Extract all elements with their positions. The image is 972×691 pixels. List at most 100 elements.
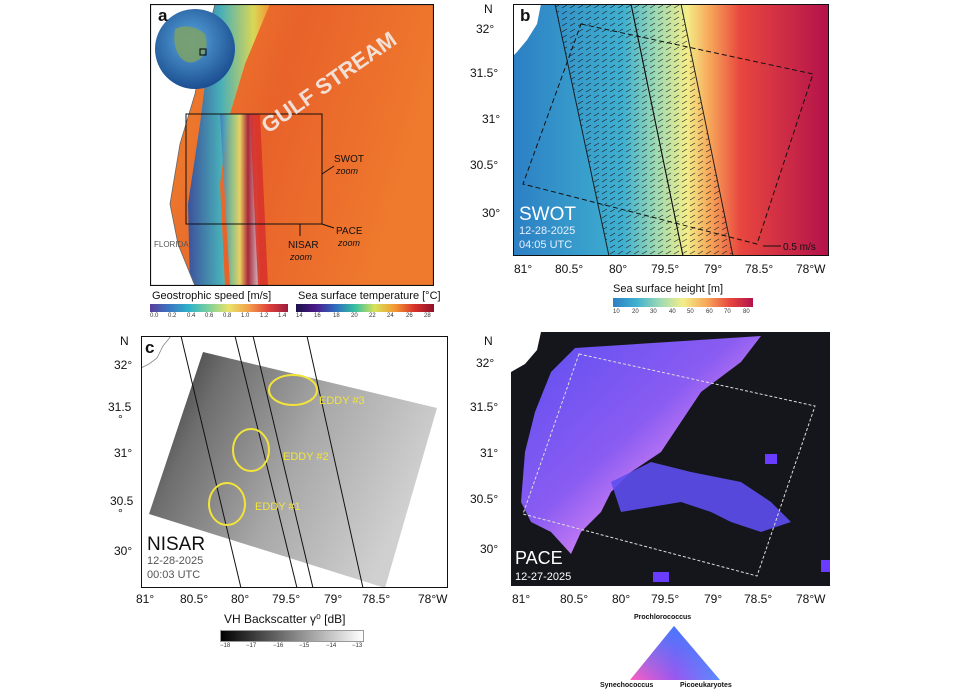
d-lon-tick-4: 79° xyxy=(704,592,723,606)
florida-label: FLORIDA xyxy=(154,240,189,249)
speed-tick-2: 0.4 xyxy=(187,313,196,319)
panel-c-coastline xyxy=(140,335,172,369)
d-lat-tick-4: 30° xyxy=(480,542,499,556)
d-lat-tick-0: 32° xyxy=(476,356,495,370)
speed-colorbar-ticks: 0.0 0.2 0.4 0.6 0.8 1.0 1.2 1.4 xyxy=(150,313,288,321)
b-lat-tick-0: 32° xyxy=(476,22,495,36)
panel-a: GULF STREAM FLORIDA SWOT zoom PACE zoom … xyxy=(149,3,435,287)
ternary-label-left: Synechococcus xyxy=(600,682,654,689)
c-lon-tick-4: 79° xyxy=(324,592,343,606)
panel-b-north: N xyxy=(484,2,493,16)
panel-c-date: 12-28-2025 xyxy=(147,555,203,567)
panel-c: EDDY #3 EDDY #2 EDDY #1 NISAR 12-28-2025… xyxy=(140,335,448,589)
ternary-label-top: Prochlorococcus xyxy=(634,614,692,621)
b-lon-tick-2: 80° xyxy=(609,262,628,276)
eddy-1-label: EDDY #1 xyxy=(255,501,301,513)
sst-tick-1: 16 xyxy=(314,313,321,319)
c-lat-tick-5: ° xyxy=(118,506,123,520)
speed-colorbar-title: Geostrophic speed [m/s] xyxy=(152,290,272,302)
eddy-1-ellipse xyxy=(208,482,246,526)
nisar-zoom-label: NISAR xyxy=(288,240,319,251)
nisar-scene xyxy=(149,352,437,588)
panel-c-letter: c xyxy=(145,338,155,357)
ternary-label-right: Picoeukaryotes xyxy=(680,682,732,689)
b-lon-tick-4: 79° xyxy=(704,262,723,276)
nisar-zoom-sub: zoom xyxy=(289,252,313,262)
d-lat-tick-1: 31.5° xyxy=(470,400,499,414)
ssh-tick-3: 40 xyxy=(669,309,676,315)
globe-zoom-box xyxy=(199,48,207,56)
eddy-3-ellipse xyxy=(268,374,318,406)
velocity-scale-label: 0.5 m/s xyxy=(783,242,816,253)
sar-tick-2: −16 xyxy=(273,643,284,649)
b-lon-tick-1: 80.5° xyxy=(555,262,584,276)
pace-speck-1 xyxy=(765,454,777,464)
speed-tick-4: 0.8 xyxy=(223,313,232,319)
globe-land xyxy=(174,26,207,63)
ssh-tick-6: 70 xyxy=(724,309,731,315)
sst-tick-2: 18 xyxy=(333,313,340,319)
panel-d-title: PACE xyxy=(515,548,563,568)
b-lon-tick-5: 78.5° xyxy=(745,262,774,276)
sar-tick-1: −17 xyxy=(246,643,257,649)
b-lon-tick-6: 78°W xyxy=(796,262,826,276)
panel-b-date: 12-28-2025 xyxy=(519,225,575,237)
ssh-colorbar-ticks: 10 20 30 40 50 60 70 80 xyxy=(613,309,753,317)
ssh-colorbar-bar xyxy=(613,298,753,307)
sst-tick-7: 28 xyxy=(424,313,431,319)
sst-tick-5: 24 xyxy=(387,313,394,319)
speed-tick-6: 1.2 xyxy=(260,313,269,319)
sar-tick-5: −13 xyxy=(352,643,363,649)
b-lat-tick-4: 30° xyxy=(482,206,501,220)
pace-speck-2 xyxy=(653,572,669,582)
speed-tick-7: 1.4 xyxy=(278,313,287,319)
d-lon-tick-6: 78°W xyxy=(796,592,826,606)
panel-d-date: 12-27-2025 xyxy=(515,571,571,583)
ssh-tick-1: 20 xyxy=(632,309,639,315)
pace-zoom-label: PACE xyxy=(336,226,363,237)
d-lon-tick-1: 80.5° xyxy=(560,592,589,606)
panel-c-title: NISAR xyxy=(147,534,205,555)
sst-colorbar-ticks: 14 16 18 20 22 24 26 28 xyxy=(296,313,434,321)
swot-arrow xyxy=(321,165,335,175)
sst-tick-6: 26 xyxy=(406,313,413,319)
pace-zoom-sub: zoom xyxy=(337,238,361,248)
ssh-tick-0: 10 xyxy=(613,309,620,315)
panel-b-map: 0.5 m/s SWOT 12-28-2025 04:05 UTC xyxy=(513,3,829,257)
c-lat-tick-6: 30° xyxy=(114,544,133,558)
c-lon-tick-5: 78.5° xyxy=(362,592,391,606)
b-lat-tick-1: 31.5° xyxy=(470,66,499,80)
sst-colorbar-title: Sea surface temperature [°C] xyxy=(298,290,441,302)
pace-arrow xyxy=(321,223,335,229)
swot-zoom-label: SWOT xyxy=(334,154,364,165)
pace-offshore-patch xyxy=(611,462,791,532)
sst-tick-4: 22 xyxy=(369,313,376,319)
ssh-tick-4: 50 xyxy=(687,309,694,315)
sar-tick-3: −15 xyxy=(299,643,310,649)
sar-colorbar-ticks: −18 −17 −16 −15 −14 −13 xyxy=(220,643,362,651)
c-lat-tick-0: 32° xyxy=(114,358,133,372)
panel-c-map: EDDY #3 EDDY #2 EDDY #1 NISAR 12-28-2025… xyxy=(140,335,448,589)
panel-a-swath xyxy=(220,114,260,286)
panel-d-land xyxy=(511,332,541,372)
panel-b-time: 04:05 UTC xyxy=(519,239,572,251)
b-lat-tick-2: 31° xyxy=(482,112,501,126)
speed-tick-3: 0.6 xyxy=(205,313,214,319)
b-lon-tick-0: 81° xyxy=(514,262,533,276)
c-lon-tick-2: 80° xyxy=(231,592,250,606)
c-lat-tick-3: 31° xyxy=(114,446,133,460)
sst-colorbar: Sea surface temperature [°C] 14 16 18 20 22 2… xyxy=(296,290,441,321)
ssh-colorbar-title: Sea surface height [m] xyxy=(613,283,724,295)
c-lat-tick-2: ° xyxy=(118,412,123,426)
panel-c-north: N xyxy=(120,334,129,348)
panel-b-title: SWOT xyxy=(519,204,576,225)
ternary-triangle xyxy=(630,626,720,680)
panel-d-north: N xyxy=(484,334,493,348)
sst-tick-0: 14 xyxy=(296,313,303,319)
ssh-colorbar: Sea surface height [m] 10 20 30 40 50 60 70 80 xyxy=(613,283,753,317)
sar-colorbar-title: VH Backscatter γ⁰ [dB] xyxy=(224,612,346,626)
panel-a-map: GULF STREAM FLORIDA SWOT zoom PACE zoom … xyxy=(149,3,435,287)
eddy-2-label: EDDY #2 xyxy=(283,451,329,463)
nisar-swath-line-4 xyxy=(306,335,364,589)
panel-d: PACE 12-27-2025 d xyxy=(511,332,830,586)
